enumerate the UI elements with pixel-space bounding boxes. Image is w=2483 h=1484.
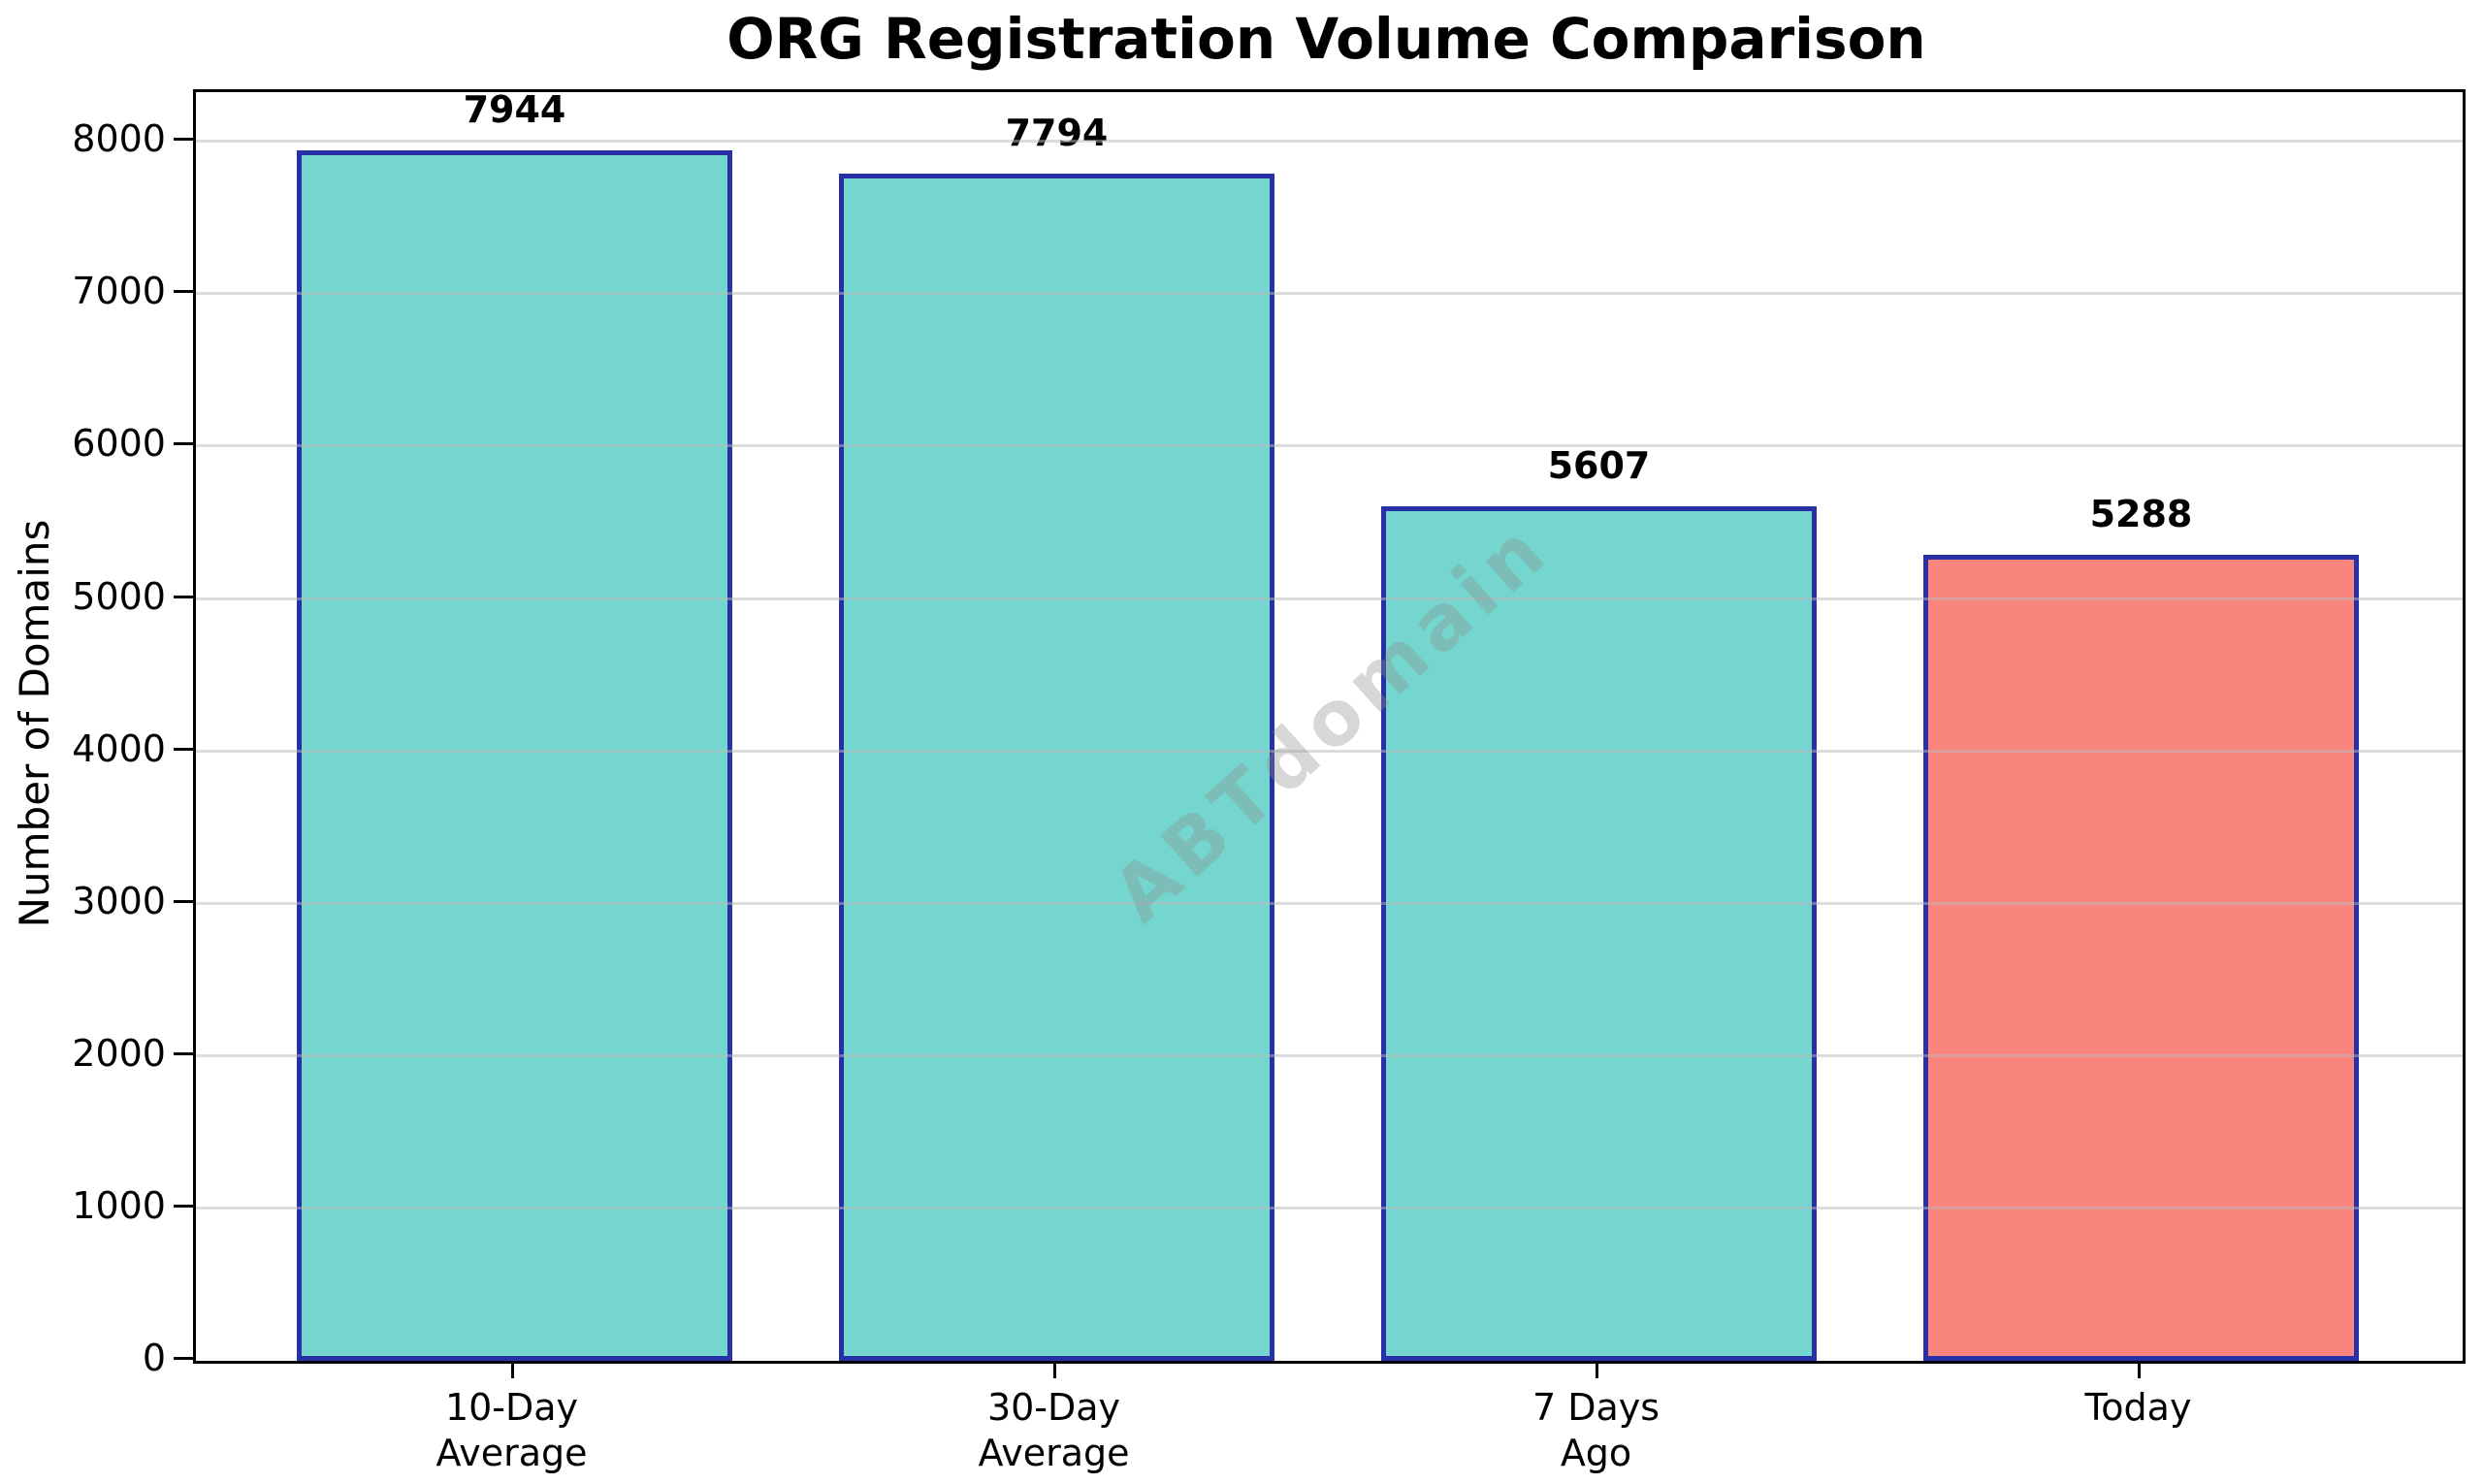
bar (297, 150, 732, 1361)
y-tick-label: 8000 (72, 117, 166, 160)
y-tick-label: 2000 (72, 1032, 166, 1075)
x-tick-label: 7 Days Ago (1532, 1386, 1661, 1474)
y-tick-label: 3000 (72, 880, 166, 922)
y-tick-label: 6000 (72, 422, 166, 465)
y-tick-mark (174, 748, 193, 751)
y-tick-label: 7000 (72, 270, 166, 312)
y-tick-mark (174, 596, 193, 598)
x-tick-label: 30-Day Average (978, 1386, 1130, 1474)
y-tick-mark (174, 1052, 193, 1055)
bar (839, 174, 1274, 1361)
x-tick-mark (1052, 1361, 1056, 1378)
x-tick-mark (2137, 1361, 2141, 1378)
bar (1381, 506, 1817, 1361)
bar (1923, 555, 2359, 1361)
y-tick-mark (174, 1357, 193, 1360)
x-tick-mark (1595, 1361, 1598, 1378)
y-tick-mark (174, 290, 193, 293)
y-tick-mark (174, 900, 193, 903)
chart-title: ORG Registration Volume Comparison (726, 6, 1926, 72)
y-tick-mark (174, 442, 193, 445)
y-tick-label: 0 (142, 1337, 166, 1379)
y-tick-mark (174, 138, 193, 141)
plot-area: ABTdomain 7944 7794 5607 5288 (193, 88, 2466, 1364)
bar-value-label: 7944 (463, 88, 566, 131)
x-tick-label: Today (2084, 1386, 2192, 1429)
bar-value-label: 5607 (1547, 444, 1651, 487)
y-tick-label: 5000 (72, 575, 166, 618)
x-tick-label: 10-Day Average (435, 1386, 588, 1474)
y-tick-label: 4000 (72, 727, 166, 770)
gridline (196, 140, 2463, 143)
y-tick-label: 1000 (72, 1184, 166, 1227)
y-tick-mark (174, 1205, 193, 1208)
x-tick-mark (510, 1361, 514, 1378)
bar-value-label: 5288 (2089, 493, 2193, 535)
bar-value-label: 7794 (1005, 112, 1109, 154)
